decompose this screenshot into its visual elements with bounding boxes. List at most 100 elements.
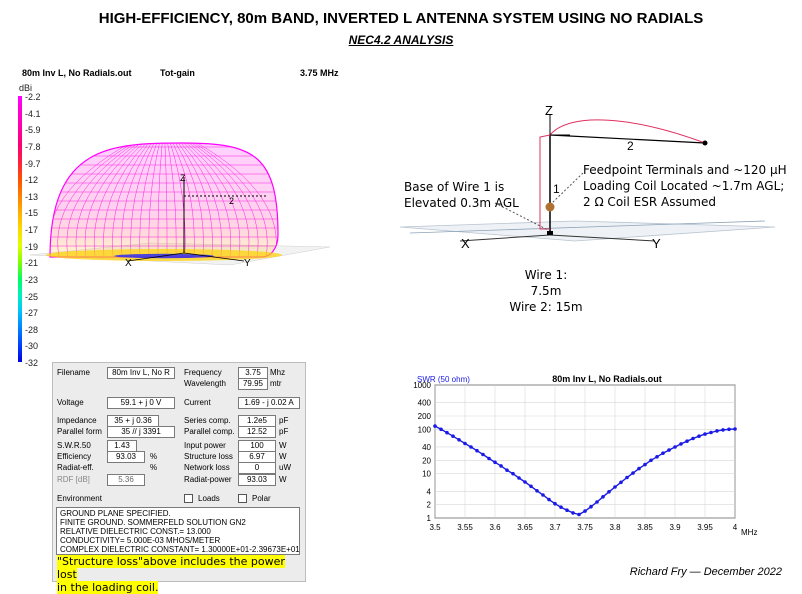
mesh-longitude <box>197 143 277 257</box>
mesh-longitude <box>148 143 160 257</box>
mesh-longitude <box>167 143 177 257</box>
x-tick-label: 3.6 <box>489 523 501 532</box>
voltage-label: Voltage <box>57 398 84 407</box>
x-tick-label: 3.5 <box>429 523 441 532</box>
results-panel: Filename 80m Inv L, No R Frequency 3.75 … <box>52 362 306 582</box>
mesh-longitude <box>84 143 141 257</box>
y-tick-label: 10 <box>422 470 431 479</box>
geometry-y-label: Y <box>652 236 661 251</box>
swr-label: S.W.R.50 <box>57 441 91 450</box>
radiat-eff-label: Radiat-eff. <box>57 463 94 472</box>
environment-line: CONDUCTIVITY= 5.000E-03 MHOS/METER <box>60 536 221 545</box>
wire-end-marker <box>702 140 708 146</box>
x-tick-label: 3.85 <box>637 523 653 532</box>
swr-data-point <box>709 430 713 435</box>
swr-data-point <box>487 456 491 461</box>
swr-data-point <box>619 480 623 485</box>
parallel-comp-field: 12.52 <box>238 426 276 438</box>
swr-data-point <box>649 458 653 463</box>
mesh-longitude <box>189 143 250 257</box>
x-tick-label: 4 <box>733 523 738 532</box>
x-tick-label: 3.9 <box>669 523 681 532</box>
environment-line: COMPLEX DIELECTRIC CONSTANT= 1.30000E+01… <box>60 545 300 554</box>
swr-data-point <box>715 429 719 433</box>
pattern-dome <box>49 142 279 258</box>
parallel-comp-label: Parallel comp. <box>184 427 235 436</box>
feed-note: Feedpoint Terminals and ~120 μH Loading … <box>583 162 787 210</box>
environment-line: GROUND PLANE SPECIFIED. <box>60 509 171 518</box>
swr-data-point <box>451 434 455 438</box>
mesh-longitude <box>75 143 139 257</box>
swr-data-point <box>589 504 593 509</box>
swr-data-point <box>577 512 581 517</box>
current-curve-2 <box>549 119 706 144</box>
structure-loss-field: 6.97 <box>238 451 276 463</box>
swr-data-point <box>655 455 659 459</box>
polar-label: Polar <box>252 494 271 503</box>
scale-tick-label: -9.7 <box>25 158 41 169</box>
swr-data-point <box>481 452 485 457</box>
network-loss-label: Network loss <box>184 463 230 472</box>
swr-data-point <box>433 424 437 428</box>
scale-tick-label: -17 <box>25 225 39 235</box>
y-tick-label: 40 <box>422 443 431 452</box>
swr-data-point <box>553 501 557 506</box>
structure-loss-label: Structure loss <box>184 452 233 461</box>
swr-data-point <box>571 511 575 515</box>
swr-data-point <box>499 464 503 468</box>
antenna-geometry <box>399 115 776 242</box>
scale-tick-label: -7.8 <box>25 141 41 152</box>
y-tick-label: 4 <box>427 487 432 496</box>
y-axis-line <box>183 252 245 262</box>
feed-pointer <box>551 172 584 204</box>
pattern-z-label: Z <box>180 173 186 183</box>
scale-tick-label: -21 <box>25 258 39 269</box>
mesh-longitude <box>172 143 195 257</box>
scale-tick-label: -23 <box>25 274 39 285</box>
mesh-longitude <box>186 143 241 257</box>
radiat-power-field: 93.03 <box>238 474 276 486</box>
mesh-longitude <box>66 143 136 257</box>
swr-data-point <box>517 476 521 480</box>
x-tick-label: 3.75 <box>577 523 593 532</box>
geometry-x-axis <box>459 234 551 242</box>
filename-field[interactable]: 80m Inv L, No R <box>107 367 175 379</box>
wire-1-number: 1 <box>553 182 560 196</box>
mesh-longitude <box>130 143 155 257</box>
efficiency-unit: % <box>150 452 158 461</box>
geometry-ground-line <box>409 220 766 234</box>
swr-data-point <box>691 436 695 441</box>
radiat-power-label: Radiat-power <box>184 475 232 484</box>
swr-data-point <box>721 428 725 432</box>
swr-data-point <box>535 489 539 493</box>
mesh-longitude <box>121 143 152 257</box>
base-note: Base of Wire 1 is Elevated 0.3m AGL <box>404 179 519 211</box>
wavelength-field: 79.95 <box>238 378 268 390</box>
scale-tick-label: -30 <box>25 341 39 352</box>
series-comp-unit: pF <box>279 416 289 425</box>
polar-checkbox[interactable] <box>238 494 247 503</box>
mesh-longitude <box>183 143 231 257</box>
parallel-form-field: 35 // j 3391 <box>107 426 175 438</box>
credit: Richard Fry — December 2022 <box>629 566 782 578</box>
network-loss-unit: uW <box>279 463 291 472</box>
frequency-unit: Mhz <box>270 368 286 377</box>
environment-line: FINITE GROUND. SOMMERFELD SOLUTION GN2 <box>60 518 246 527</box>
geometry-y-axis <box>549 234 656 242</box>
input-power-label: Input power <box>184 441 226 450</box>
base-note-line: Base of Wire 1 is <box>404 180 505 194</box>
y-tick-label: 400 <box>418 399 432 408</box>
feed-note-line: Loading Coil Located ~1.7m AGL; <box>583 179 785 193</box>
mesh-longitude <box>175 143 204 257</box>
mesh-longitude <box>103 143 147 257</box>
loads-checkbox[interactable] <box>184 494 193 503</box>
environment-textbox[interactable]: GROUND PLANE SPECIFIED. FINITE GROUND. S… <box>56 507 300 555</box>
efficiency-field: 93.03 <box>107 451 145 463</box>
geometry-x-label: X <box>461 236 470 251</box>
scale-tick-label: -4.1 <box>25 108 41 119</box>
swr-data-point <box>547 497 551 502</box>
page-subtitle: NEC4.2 ANALYSIS <box>348 33 454 47</box>
swr-data-point <box>439 427 443 432</box>
feed-note-line: 2 Ω Coil ESR Assumed <box>583 195 716 209</box>
scale-tick-label: -5.9 <box>25 125 41 136</box>
